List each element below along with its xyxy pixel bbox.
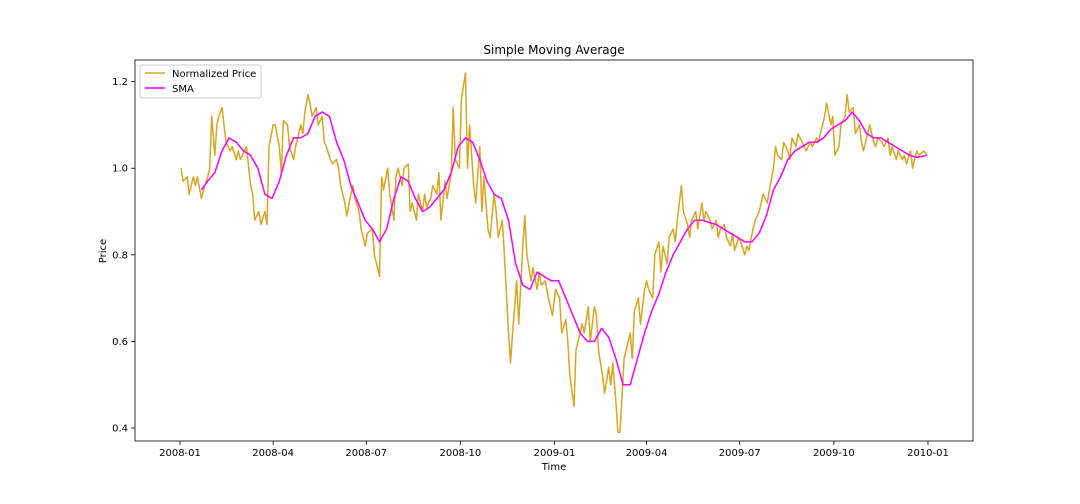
plot-frame <box>134 59 974 442</box>
y-tick-label: 1.2 <box>112 77 128 88</box>
y-tick-label: 0.4 <box>112 424 128 435</box>
series-line-normalized-price <box>180 72 928 434</box>
x-axis: 2008-01 2008-04 2008-07 2008-10 2009-01 2009-… <box>159 441 949 459</box>
y-axis: 0.4 0.6 0.8 1.0 1.2 <box>112 77 135 435</box>
y-axis-title: Price <box>98 239 109 263</box>
y-tick-label: 0.8 <box>112 250 128 261</box>
x-tick-label: 2009-01 <box>534 448 576 459</box>
x-tick-label: 2008-07 <box>345 448 387 459</box>
series-line-sma <box>200 111 928 386</box>
legend-box <box>139 64 262 99</box>
y-tick-label: 1.0 <box>112 164 128 175</box>
x-tick-label: 2009-10 <box>813 448 855 459</box>
x-tick-label: 2009-07 <box>719 448 761 459</box>
chart-title: Simple Moving Average <box>483 43 624 57</box>
x-axis-title: Time <box>541 462 566 473</box>
legend: Normalized Price SMA <box>139 64 262 99</box>
plot-lines <box>180 72 928 434</box>
x-tick-label: 2008-04 <box>252 448 294 459</box>
x-tick-label: 2008-10 <box>439 448 481 459</box>
x-tick-label: 2008-01 <box>159 448 201 459</box>
y-tick-label: 0.6 <box>112 337 128 348</box>
x-tick-label: 2010-01 <box>907 448 949 459</box>
legend-label-normalized-price: Normalized Price <box>172 69 256 80</box>
legend-label-sma: SMA <box>172 84 194 95</box>
x-tick-label: 2009-04 <box>626 448 668 459</box>
